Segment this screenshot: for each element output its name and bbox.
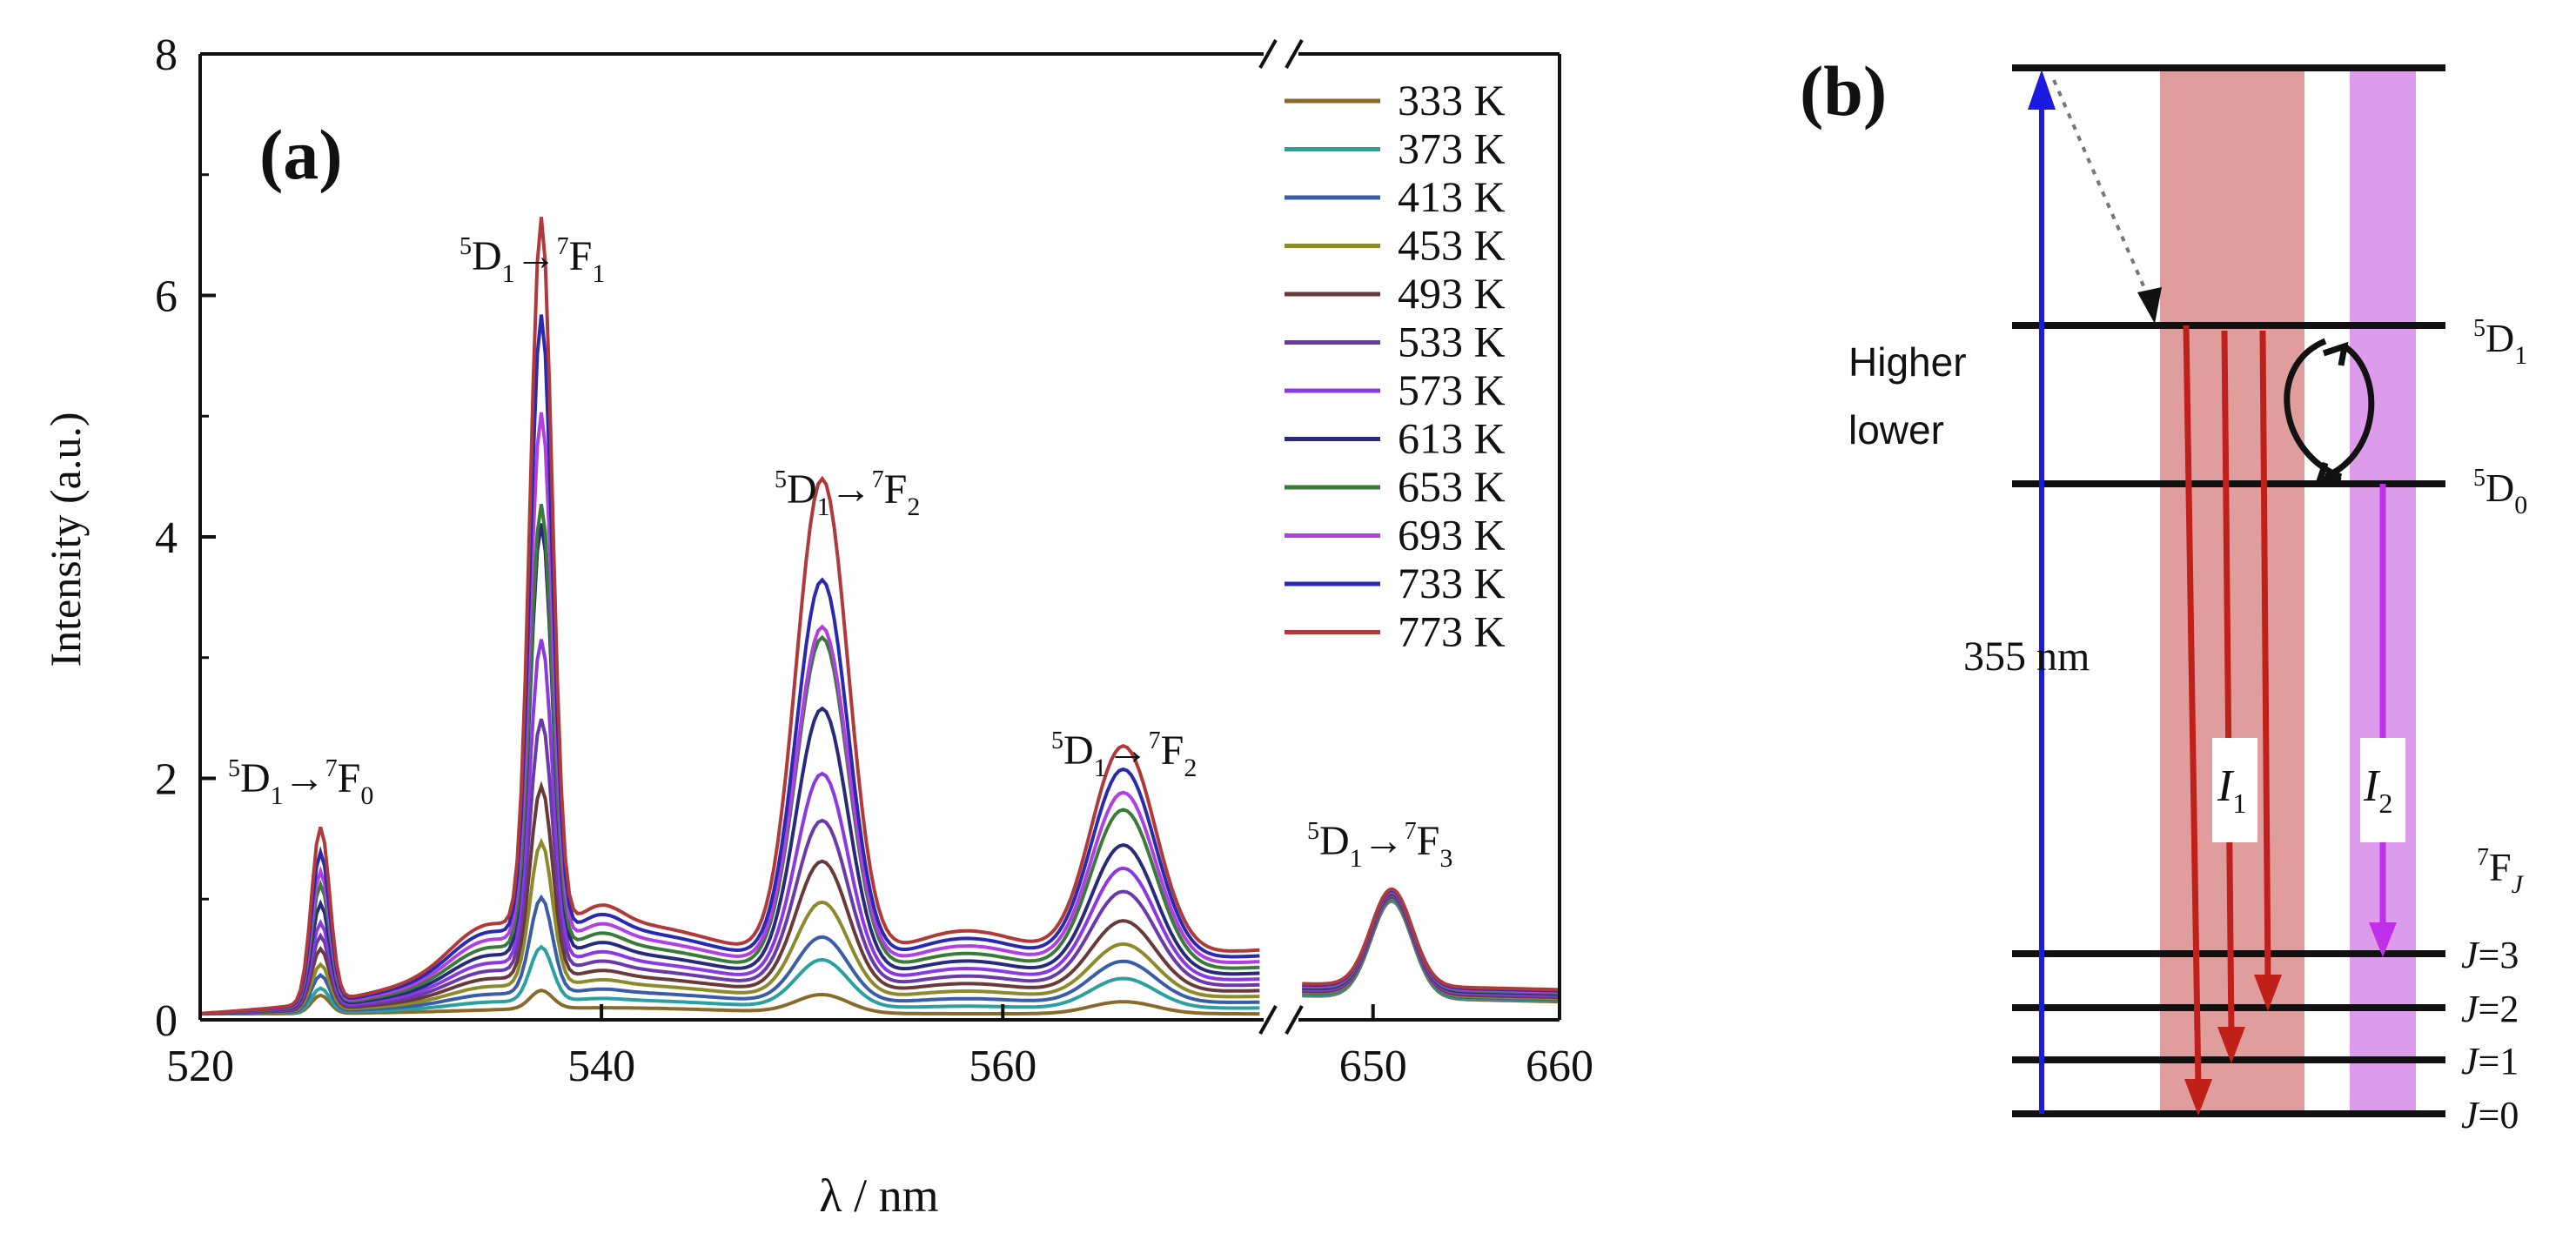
y-ticks: 0 2 4 6 8 <box>155 30 216 1046</box>
x-tick-label: 660 <box>1526 1042 1593 1091</box>
series-line-453K <box>199 837 1260 1015</box>
panel-a-label: (a) <box>259 115 343 194</box>
chart-a: 0 2 4 6 8 520 540 560 650 660 Intensity (a.u.) λ… <box>41 30 1593 1222</box>
peak-label-f3: 5D1→7F3 <box>1307 818 1452 873</box>
excitation-arrow <box>2028 70 2056 1114</box>
x-tick-label: 650 <box>1339 1042 1407 1091</box>
peak-label-f1: 5D1→7F1 <box>460 233 605 288</box>
legend-label: 653 K <box>1398 462 1506 511</box>
series-line-573K <box>199 639 1260 1015</box>
y-tick-label: 2 <box>155 755 178 805</box>
peak-label-f2a: 5D1→7F2 <box>775 466 920 521</box>
level-j2-label: J=2 <box>2461 988 2519 1030</box>
thermal-coupling-arrows <box>2284 338 2375 484</box>
series-line-413K <box>199 894 1260 1015</box>
series-line-493K <box>199 781 1260 1015</box>
series-line-693K <box>199 412 1260 1015</box>
lower-label: lower <box>1848 407 1944 452</box>
legend-label: 693 K <box>1398 511 1506 560</box>
legend-label: 453 K <box>1398 221 1506 270</box>
higher-label: Higher <box>1848 339 1967 385</box>
series-line-653K <box>199 504 1260 1015</box>
level-7fj-label: 7FJ <box>2477 844 2525 899</box>
i1-arrowheads <box>2184 975 2282 1116</box>
level-j0-label: J=0 <box>2461 1094 2519 1136</box>
series-line-613K <box>199 523 1260 1015</box>
i2-label: I2 <box>2363 761 2392 819</box>
legend-label: 493 K <box>1398 269 1506 318</box>
series-line-333K <box>200 989 1260 1016</box>
y-axis-label: Intensity (a.u.) <box>41 412 90 667</box>
axis-break-marks <box>1258 39 1304 1035</box>
peak-label-f2b: 5D1→7F2 <box>1051 727 1197 782</box>
level-5d1-label: 5D1 <box>2473 315 2527 370</box>
y-tick-label: 0 <box>155 996 178 1046</box>
series-line-733K <box>199 314 1260 1015</box>
legend-label: 333 K <box>1398 76 1506 124</box>
series-line-773K <box>199 217 1260 1015</box>
i1-emission-arrows <box>2183 325 2271 1089</box>
y-tick-label: 8 <box>155 30 178 80</box>
spectrum-curves <box>199 217 1558 1016</box>
level-j1-label: J=1 <box>2461 1040 2519 1082</box>
i1-label-box <box>2212 738 2257 842</box>
excitation-label: 355 nm <box>1963 633 2090 680</box>
legend-label: 373 K <box>1398 124 1506 173</box>
level-j3-label: J=3 <box>2461 934 2519 976</box>
legend-label: 733 K <box>1398 559 1506 607</box>
x-axis-label: λ / nm <box>819 1170 938 1222</box>
legend-label: 773 K <box>1398 607 1506 656</box>
panel-b-label: (b) <box>1800 51 1887 131</box>
series-line-373K <box>200 944 1260 1015</box>
i2-label-box <box>2360 738 2405 842</box>
diagram-b: (b) 355 nm Higher lower <box>1800 51 2527 1136</box>
series-line-533K <box>199 718 1260 1015</box>
y-tick-label: 6 <box>155 272 178 322</box>
x-tick-label: 540 <box>567 1042 635 1091</box>
legend-label: 613 K <box>1398 414 1506 463</box>
legend-label: 413 K <box>1398 172 1506 221</box>
i1-label: I1 <box>2217 761 2246 819</box>
i2-emission-arrow <box>2369 484 2397 957</box>
series-line-seg2-773K <box>1302 887 1558 992</box>
level-5d0-label: 5D0 <box>2473 465 2527 519</box>
legend-label: 573 K <box>1398 365 1506 414</box>
x-tick-label: 520 <box>166 1042 234 1091</box>
legend-label: 533 K <box>1398 318 1506 366</box>
peak-label-f0: 5D1→7F0 <box>228 755 373 810</box>
x-ticks: 520 540 560 650 660 <box>166 1004 1593 1091</box>
x-tick-label: 560 <box>969 1042 1036 1091</box>
relaxation-arrow <box>2052 79 2162 324</box>
y-tick-label: 4 <box>155 513 178 563</box>
